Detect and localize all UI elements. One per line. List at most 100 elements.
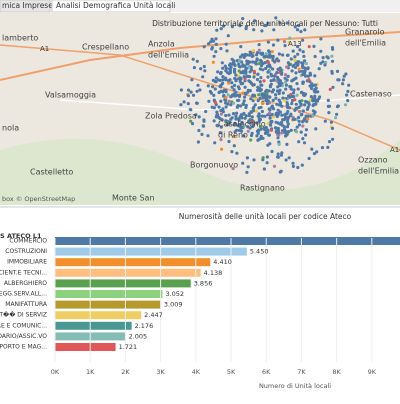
point <box>237 74 241 78</box>
point <box>259 76 263 80</box>
point <box>260 114 264 118</box>
category-header: S ATECO L1 <box>0 232 42 240</box>
point <box>239 71 243 75</box>
point <box>257 112 261 116</box>
point <box>301 124 305 128</box>
point <box>239 82 243 86</box>
point <box>244 66 248 70</box>
point <box>190 122 195 126</box>
point <box>197 128 201 133</box>
place-label: lamberto <box>2 34 38 43</box>
point <box>259 134 263 138</box>
point <box>299 29 303 34</box>
point <box>258 67 262 71</box>
point <box>217 105 221 109</box>
point <box>212 93 216 97</box>
point <box>199 67 203 71</box>
point <box>224 95 228 100</box>
point <box>290 69 294 73</box>
point <box>266 128 270 132</box>
point <box>317 67 321 71</box>
point <box>284 116 288 120</box>
point <box>277 131 281 135</box>
point <box>297 123 301 127</box>
point <box>294 71 298 75</box>
point <box>266 21 270 25</box>
point <box>300 112 304 117</box>
point <box>295 125 299 129</box>
point <box>301 38 305 42</box>
point <box>242 112 246 116</box>
point <box>293 108 297 112</box>
point <box>222 94 226 98</box>
point <box>182 100 186 104</box>
point <box>287 130 291 134</box>
point <box>297 119 301 123</box>
point <box>230 85 234 89</box>
point <box>227 99 231 103</box>
point <box>212 119 216 123</box>
point <box>303 103 307 107</box>
point <box>201 124 206 128</box>
point <box>263 114 267 118</box>
point <box>238 76 242 80</box>
point <box>218 131 222 135</box>
road <box>0 44 400 151</box>
point <box>285 125 290 129</box>
point <box>226 34 230 38</box>
point <box>248 126 252 130</box>
point <box>196 140 200 144</box>
point <box>243 116 247 120</box>
point <box>312 152 316 156</box>
point <box>285 142 289 146</box>
point <box>225 123 229 127</box>
point <box>288 36 292 40</box>
point <box>266 60 270 64</box>
place-label: dell'Emilia <box>148 51 189 60</box>
point <box>275 71 279 75</box>
point <box>326 145 330 149</box>
point <box>218 84 222 88</box>
point <box>291 164 295 168</box>
point <box>220 147 224 151</box>
point <box>295 61 299 65</box>
x-axis-title: Numero di Unità locali <box>259 382 331 390</box>
point <box>313 74 317 78</box>
point <box>304 61 308 66</box>
point <box>232 135 236 139</box>
tab-label[interactable]: Analisi Demografica Unità locali <box>56 1 175 10</box>
tab-label[interactable]: mica Imprese <box>2 1 53 10</box>
point <box>239 104 243 108</box>
point <box>260 109 264 114</box>
point <box>287 156 291 160</box>
point <box>326 56 330 60</box>
point <box>219 27 223 31</box>
point <box>280 104 284 108</box>
point <box>241 17 245 21</box>
point <box>231 166 235 171</box>
point <box>276 38 280 42</box>
point <box>259 88 263 92</box>
place-label: Crespellano <box>82 43 129 52</box>
point <box>239 113 243 117</box>
value-label: 5.450 <box>250 248 269 256</box>
point <box>242 99 246 103</box>
point <box>347 83 351 87</box>
point <box>341 78 345 82</box>
point <box>226 93 230 97</box>
point <box>224 88 228 92</box>
point <box>264 99 268 103</box>
point <box>259 64 264 68</box>
tab[interactable] <box>0 0 51 13</box>
point <box>221 110 225 114</box>
value-label: 4.138 <box>204 269 223 277</box>
point <box>224 42 228 46</box>
point <box>287 40 291 45</box>
point <box>329 120 333 124</box>
map[interactable]: A1 A13 A14 lamberto Crespellano Anzola dell… <box>0 13 400 205</box>
point <box>232 144 236 148</box>
point <box>264 66 268 71</box>
tab[interactable] <box>51 0 171 13</box>
x-tick-label: 8K <box>332 368 341 376</box>
point <box>330 126 335 130</box>
